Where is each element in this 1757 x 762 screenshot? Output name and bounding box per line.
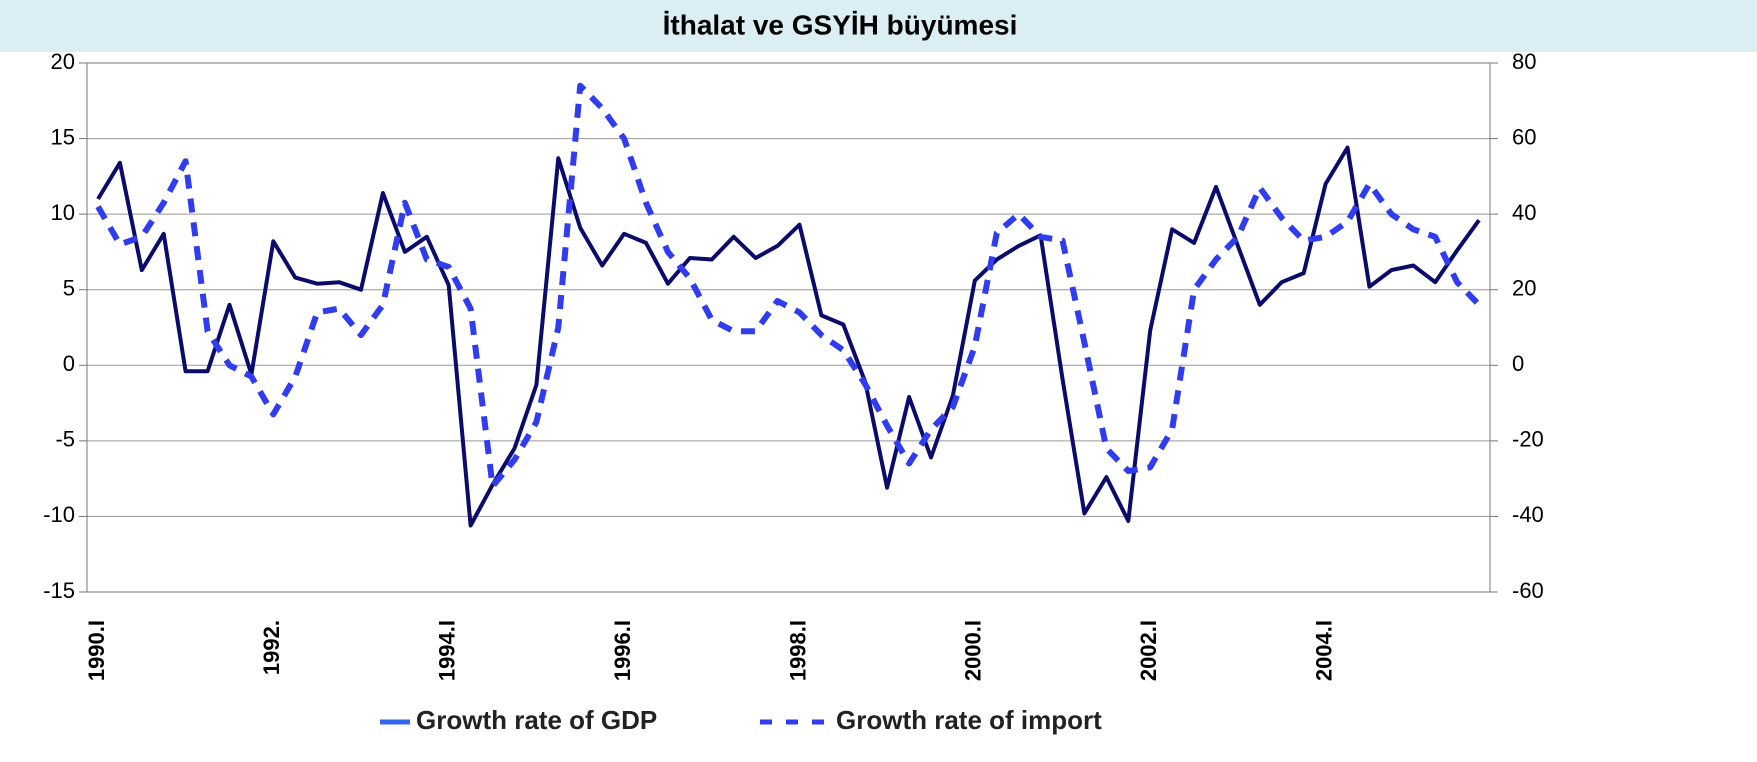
y-tick-label: 20: [51, 49, 75, 74]
y-tick-label: 10: [51, 200, 75, 225]
chart-title: İthalat ve GSYİH büyümesi: [663, 9, 1018, 40]
legend-label: Growth rate of GDP: [416, 705, 657, 735]
series-line: [95, 82, 1482, 490]
y-tick-label: -5: [55, 427, 75, 452]
y2-tick-label: 80: [1512, 49, 1536, 74]
y2-tick-label: -60: [1512, 578, 1544, 603]
y2-tick-label: 0: [1512, 351, 1524, 376]
series-line: [96, 145, 1481, 528]
legend-label: Growth rate of import: [836, 705, 1102, 735]
y-tick-label: -10: [43, 502, 75, 527]
y2-tick-label: -20: [1512, 427, 1544, 452]
x-tick-label: 2002.I: [1136, 620, 1161, 681]
y-tick-label: 5: [63, 276, 75, 301]
title-banner: [0, 0, 1757, 52]
x-tick-label: 1996.I: [610, 620, 635, 681]
x-tick-label: 1992.: [259, 620, 284, 675]
x-tick-label: 1994.I: [435, 620, 460, 681]
y-tick-label: 0: [63, 351, 75, 376]
x-tick-label: 1998.I: [785, 620, 810, 681]
y2-tick-label: 60: [1512, 124, 1536, 149]
y-tick-label: -15: [43, 578, 75, 603]
y2-tick-label: -40: [1512, 502, 1544, 527]
y-tick-label: 15: [51, 124, 75, 149]
x-tick-label: 2004.I: [1311, 620, 1336, 681]
plot-frame: [86, 62, 1491, 593]
y2-tick-label: 20: [1512, 276, 1536, 301]
x-tick-label: 2000.I: [961, 620, 986, 681]
y2-tick-label: 40: [1512, 200, 1536, 225]
x-tick-label: 1990.I: [84, 620, 109, 681]
